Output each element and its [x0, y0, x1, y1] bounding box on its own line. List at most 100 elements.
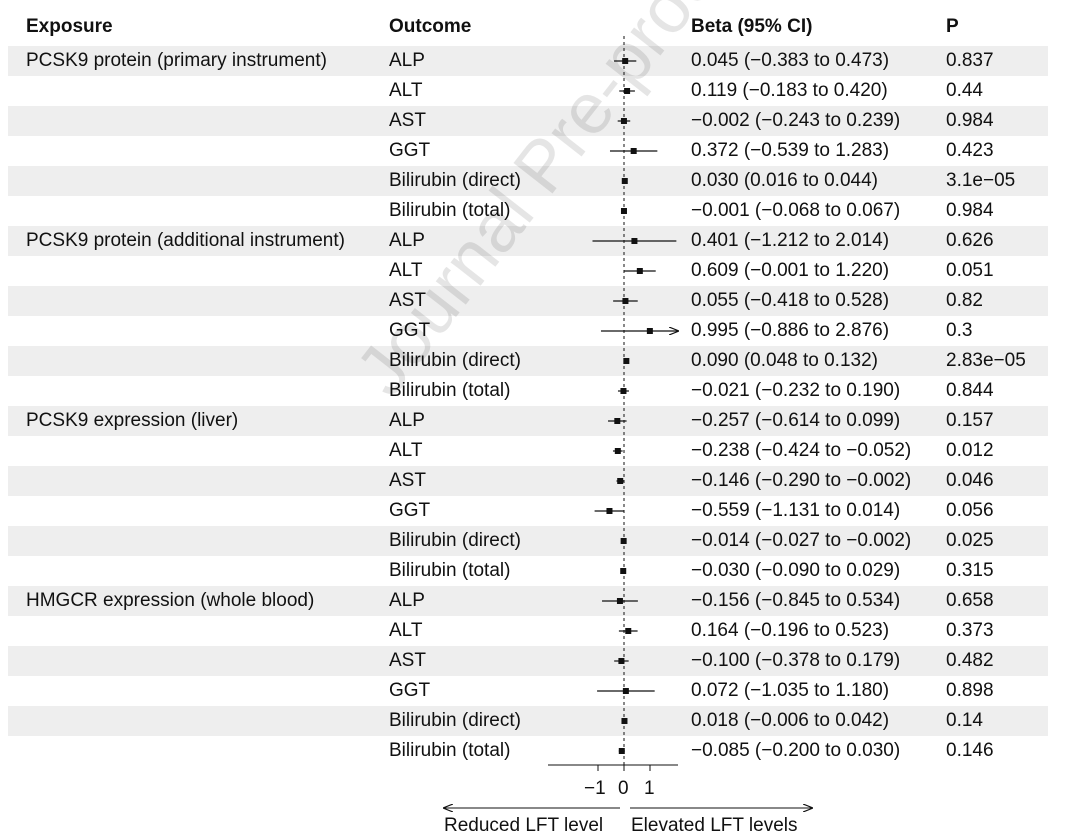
p-value: 0.315: [946, 560, 994, 581]
outcome-label: ALT: [389, 80, 423, 101]
p-value: 0.051: [946, 260, 994, 281]
outcome-label: ALP: [389, 590, 425, 611]
p-value: 0.14: [946, 710, 983, 731]
point-estimate: [621, 718, 628, 724]
beta-ci-value: −0.238 (−0.424 to −0.052): [691, 440, 912, 461]
p-value: 2.83e−05: [946, 350, 1026, 371]
beta-ci-value: 0.030 (0.016 to 0.044): [691, 170, 878, 191]
beta-ci-value: 0.995 (−0.886 to 2.876): [691, 320, 890, 341]
p-value: 0.3: [946, 320, 973, 341]
row-stripe: [8, 286, 1048, 316]
outcome-label: GGT: [389, 680, 431, 701]
point-estimate: [622, 58, 629, 64]
beta-ci-value: −0.100 (−0.378 to 0.179): [691, 650, 901, 671]
p-value: 0.146: [946, 740, 994, 761]
point-estimate: [620, 388, 627, 394]
outcome-label: ALP: [389, 230, 425, 251]
point-estimate: [616, 598, 623, 604]
direction-label-right: Elevated LFT levels: [631, 815, 798, 836]
point-estimate: [625, 628, 632, 634]
row-stripe: [8, 466, 1048, 496]
point-estimate: [620, 568, 627, 574]
point-estimate: [622, 688, 629, 694]
point-estimate: [620, 118, 627, 124]
row-stripe: [8, 406, 1048, 436]
point-estimate: [614, 448, 621, 454]
outcome-label: ALT: [389, 620, 423, 641]
point-estimate: [618, 748, 625, 754]
p-value: 0.658: [946, 590, 994, 611]
beta-ci-value: 0.401 (−1.212 to 2.014): [691, 230, 890, 251]
header-p-value: P: [946, 16, 959, 37]
beta-ci-value: 0.164 (−0.196 to 0.523): [691, 620, 890, 641]
beta-ci-value: −0.257 (−0.614 to 0.099): [691, 410, 901, 431]
beta-ci-value: 0.090 (0.048 to 0.132): [691, 350, 878, 371]
row-stripe: [8, 526, 1048, 556]
x-axis-tick-label: 1: [644, 778, 655, 799]
beta-ci-value: 0.045 (−0.383 to 0.473): [691, 50, 890, 71]
header-outcome: Outcome: [389, 16, 472, 37]
point-estimate: [624, 88, 631, 94]
outcome-label: GGT: [389, 140, 431, 161]
p-value: 0.046: [946, 470, 994, 491]
row-stripe: [8, 166, 1048, 196]
exposure-label: HMGCR expression (whole blood): [26, 590, 315, 611]
row-stripe: [8, 586, 1048, 616]
point-estimate: [636, 268, 643, 274]
direction-label-left: Reduced LFT level: [444, 815, 604, 836]
exposure-label: PCSK9 protein (primary instrument): [26, 50, 327, 71]
point-estimate: [617, 478, 624, 484]
row-stripe: [8, 226, 1048, 256]
p-value: 0.373: [946, 620, 994, 641]
beta-ci-value: −0.156 (−0.845 to 0.534): [691, 590, 901, 611]
exposure-label: PCSK9 expression (liver): [26, 410, 239, 431]
p-value: 0.025: [946, 530, 994, 551]
beta-ci-value: −0.001 (−0.068 to 0.067): [691, 200, 901, 221]
p-value: 0.837: [946, 50, 994, 71]
outcome-label: Bilirubin (direct): [389, 350, 521, 371]
p-value: 0.423: [946, 140, 994, 161]
beta-ci-value: −0.002 (−0.243 to 0.239): [691, 110, 901, 131]
outcome-label: Bilirubin (direct): [389, 710, 521, 731]
p-value: 0.984: [946, 110, 994, 131]
p-value: 0.626: [946, 230, 994, 251]
row-stripe: [8, 106, 1048, 136]
outcome-label: GGT: [389, 500, 431, 521]
outcome-label: Bilirubin (direct): [389, 530, 521, 551]
point-estimate: [631, 238, 638, 244]
p-value: 0.056: [946, 500, 994, 521]
beta-ci-value: 0.609 (−0.001 to 1.220): [691, 260, 890, 281]
p-value: 0.44: [946, 80, 983, 101]
outcome-label: Bilirubin (total): [389, 560, 511, 581]
row-stripe: [8, 46, 1048, 76]
x-axis-tick-label: 0: [618, 778, 629, 799]
outcome-label: ALP: [389, 410, 425, 431]
outcome-label: AST: [389, 290, 426, 311]
beta-ci-value: −0.021 (−0.232 to 0.190): [691, 380, 901, 401]
point-estimate: [621, 178, 628, 184]
outcome-label: Bilirubin (total): [389, 200, 511, 221]
point-estimate: [614, 418, 621, 424]
point-estimate: [620, 538, 627, 544]
outcome-label: Bilirubin (direct): [389, 170, 521, 191]
outcome-label: AST: [389, 650, 426, 671]
outcome-label: ALP: [389, 50, 425, 71]
point-estimate: [630, 148, 637, 154]
x-axis-tick-label: −1: [584, 778, 606, 799]
p-value: 0.012: [946, 440, 994, 461]
outcome-label: Bilirubin (total): [389, 380, 511, 401]
beta-ci-value: −0.146 (−0.290 to −0.002): [691, 470, 912, 491]
beta-ci-value: −0.559 (−1.131 to 0.014): [691, 500, 901, 521]
p-value: 0.844: [946, 380, 994, 401]
beta-ci-value: −0.014 (−0.027 to −0.002): [691, 530, 912, 551]
header-exposure: Exposure: [26, 16, 113, 37]
outcome-label: Bilirubin (total): [389, 740, 511, 761]
row-stripe: [8, 706, 1048, 736]
point-estimate: [622, 298, 629, 304]
beta-ci-value: −0.030 (−0.090 to 0.029): [691, 560, 901, 581]
header-beta-ci: Beta (95% CI): [691, 16, 813, 37]
beta-ci-value: 0.072 (−1.035 to 1.180): [691, 680, 890, 701]
beta-ci-value: 0.018 (−0.006 to 0.042): [691, 710, 890, 731]
outcome-label: AST: [389, 110, 426, 131]
